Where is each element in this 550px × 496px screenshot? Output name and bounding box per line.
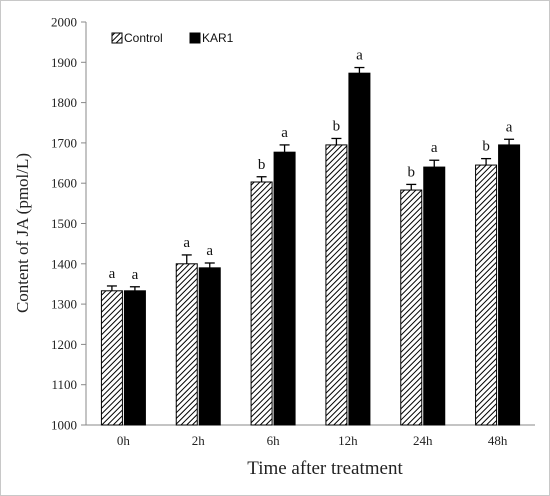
- significance-label: b: [482, 139, 490, 155]
- legend-label-kar1: KAR1: [202, 31, 234, 45]
- significance-label: b: [408, 164, 416, 180]
- significance-label: a: [109, 266, 116, 282]
- y-axis: 1000 1100 1200 1300 1400 1500 1600 1700 1800 1900…: [51, 15, 87, 433]
- y-axis-title: Content of JA (pmol/L): [13, 153, 32, 313]
- y-tick-label: 1800: [51, 95, 77, 110]
- significance-label: a: [281, 125, 288, 141]
- x-tick-label: 6h: [267, 433, 281, 448]
- bar-control-24h: [400, 189, 423, 426]
- significance-label: a: [356, 48, 363, 64]
- significance-label: a: [506, 119, 513, 135]
- significance-label: a: [183, 235, 190, 251]
- y-tick-label: 1600: [51, 176, 77, 191]
- y-tick-label: 1100: [51, 377, 77, 392]
- legend-label-control: Control: [124, 31, 163, 45]
- y-tick-label: 2000: [51, 15, 77, 30]
- bar-control-0h: [100, 290, 123, 426]
- x-tick-label: 2h: [192, 433, 206, 448]
- significance-label: a: [431, 140, 438, 156]
- bar-kar1-6h: [273, 151, 296, 426]
- legend: Control KAR1: [111, 31, 234, 45]
- y-tick-label: 1700: [51, 135, 77, 150]
- y-tick-label: 1500: [51, 216, 77, 231]
- bar-kar1-0h: [123, 290, 146, 426]
- y-tick-label: 1200: [51, 337, 77, 352]
- legend-swatch-control: [111, 32, 123, 44]
- bar-kar1-2h: [198, 267, 221, 426]
- x-axis-title: Time after treatment: [247, 458, 403, 479]
- x-tick-label: 0h: [117, 433, 131, 448]
- significance-label: a: [206, 243, 213, 259]
- significance-label: b: [333, 118, 341, 134]
- x-tick-label: 48h: [488, 433, 508, 448]
- y-tick-label: 1400: [51, 256, 77, 271]
- x-tick-label: 12h: [338, 433, 358, 448]
- significance-label: a: [132, 267, 139, 283]
- bar-control-2h: [175, 263, 198, 426]
- bar-control-12h: [325, 144, 348, 426]
- bar-kar1-12h: [348, 72, 371, 426]
- x-axis: 0h 2h 6h 12h 24h 48h: [86, 424, 535, 448]
- bar-control-48h: [475, 164, 498, 426]
- y-tick-label: 1000: [51, 418, 77, 433]
- bar-control-6h: [250, 181, 273, 426]
- x-tick-label: 24h: [413, 433, 433, 448]
- y-tick-label: 1900: [51, 55, 77, 70]
- significance-label: b: [258, 157, 266, 173]
- y-tick-label: 1300: [51, 297, 77, 312]
- bar-kar1-24h: [423, 166, 446, 426]
- bar-kar1-48h: [498, 144, 521, 426]
- legend-swatch-kar1: [189, 32, 201, 44]
